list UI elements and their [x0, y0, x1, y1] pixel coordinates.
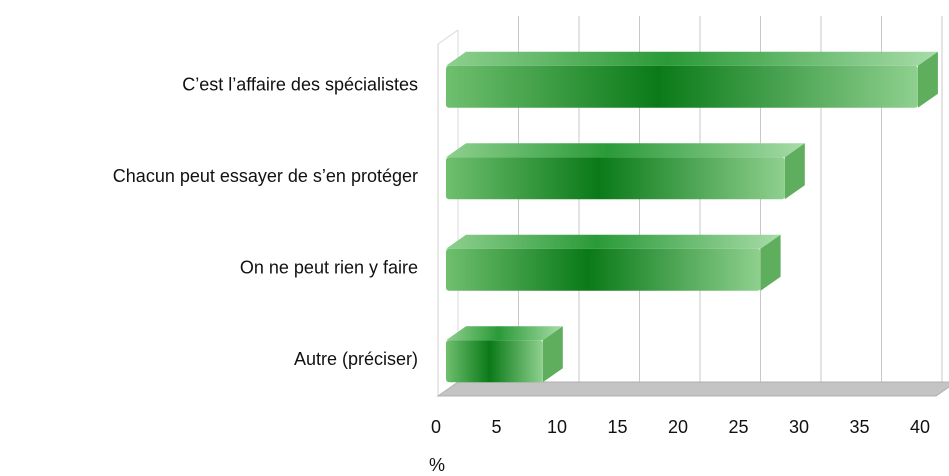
x-tick-label: 20	[668, 417, 688, 437]
x-tick-label: 35	[849, 417, 869, 437]
bar	[446, 65, 918, 108]
bar-side	[784, 143, 805, 200]
x-axis-label: %	[429, 455, 445, 475]
x-tick-label: 0	[431, 417, 441, 437]
bar-side	[917, 51, 938, 108]
bar-top	[446, 234, 781, 249]
y-tick-label: Autre (préciser)	[294, 349, 418, 369]
x-tick-label: 5	[491, 417, 501, 437]
bar-top	[446, 51, 938, 66]
bar-top	[446, 143, 805, 158]
bar	[446, 157, 785, 200]
bar	[446, 248, 761, 291]
bar-side	[760, 234, 781, 291]
x-tick-label: 15	[607, 417, 627, 437]
x-tick-label: 10	[547, 417, 567, 437]
x-tick-label: 30	[789, 417, 809, 437]
y-tick-label: C’est l’affaire des spécialistes	[182, 75, 418, 95]
y-tick-label: Chacun peut essayer de s’en protéger	[113, 166, 418, 186]
x-tick-label: 40	[910, 417, 930, 437]
bar-top	[446, 326, 563, 341]
bar	[446, 340, 543, 383]
x-tick-label: 25	[728, 417, 748, 437]
bar-side	[542, 326, 563, 383]
floor	[436, 381, 949, 397]
y-tick-label: On ne peut rien y faire	[240, 258, 418, 278]
